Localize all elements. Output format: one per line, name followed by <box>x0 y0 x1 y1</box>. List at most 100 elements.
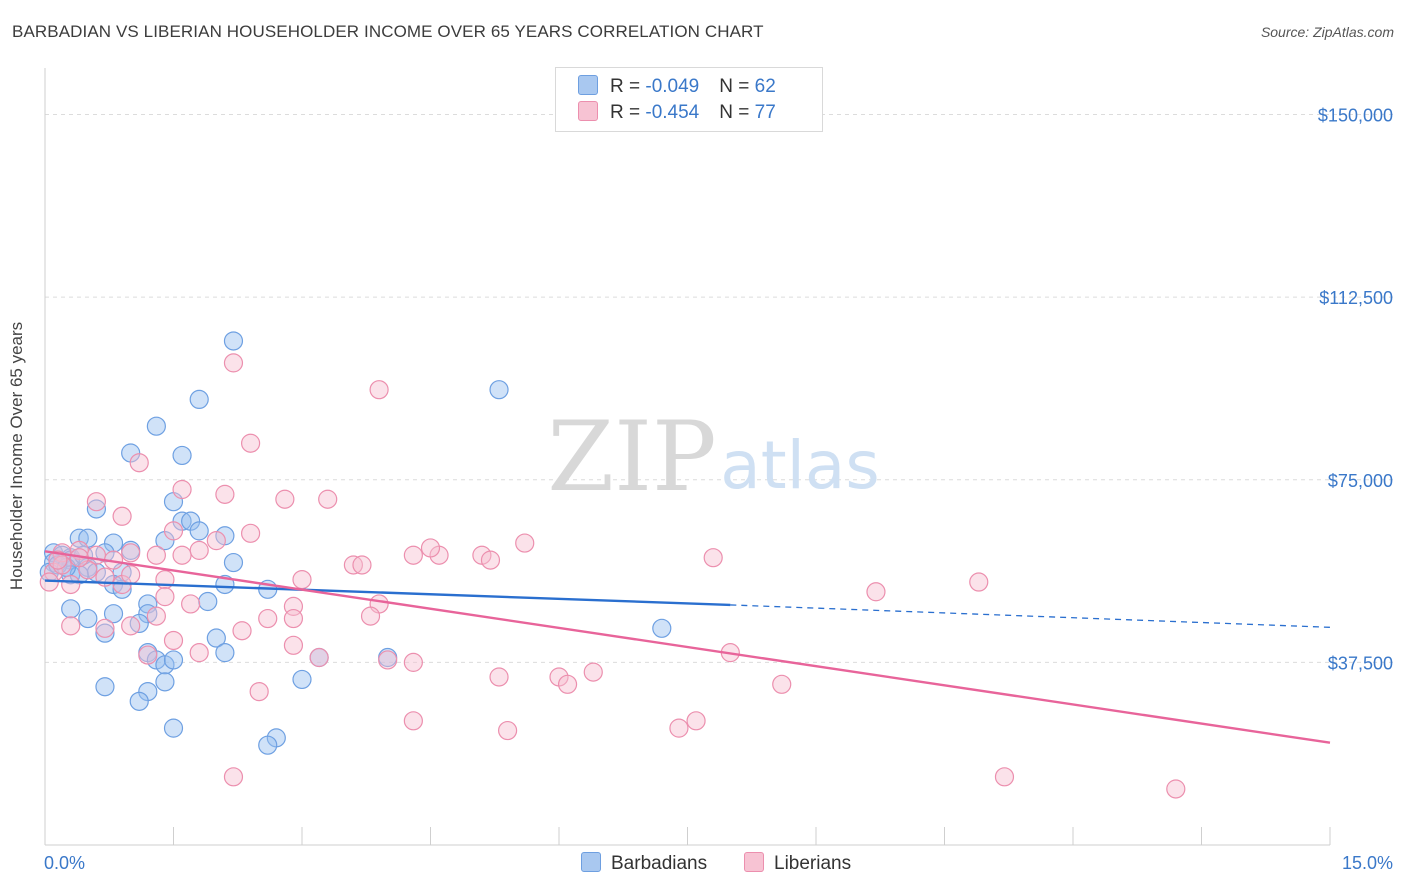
point-liberians <box>378 650 398 670</box>
legend-row-liberians: R = -0.454 N = 77 <box>578 101 776 127</box>
point-liberians <box>146 545 166 565</box>
point-liberians <box>489 667 509 687</box>
point-liberians <box>215 484 235 504</box>
point-barbadians <box>112 579 132 599</box>
point-liberians <box>121 543 141 563</box>
point-liberians <box>146 606 166 626</box>
point-liberians <box>241 433 261 453</box>
point-liberians <box>403 545 423 565</box>
watermark-zip: ZIP <box>547 401 716 513</box>
point-barbadians <box>86 499 107 519</box>
point-liberians <box>172 545 192 565</box>
trend-line-liberians <box>44 550 1331 744</box>
point-barbadians <box>61 599 81 619</box>
point-barbadians <box>652 618 672 638</box>
bottom-legend-barbadians[interactable]: Barbadians <box>581 852 707 875</box>
point-liberians <box>206 531 226 551</box>
point-liberians <box>155 587 175 607</box>
legend-n-value: 62 <box>754 76 776 97</box>
legend-swatch-liberians <box>578 101 598 121</box>
point-liberians <box>275 489 295 509</box>
legend-row-barbadians: R = -0.049 N = 62 <box>578 75 776 101</box>
point-liberians <box>241 523 261 543</box>
point-liberians <box>249 681 269 702</box>
point-liberians <box>283 635 304 655</box>
point-liberians <box>360 606 381 626</box>
point-liberians <box>172 479 192 500</box>
point-liberians <box>138 645 158 665</box>
point-liberians <box>61 616 81 636</box>
point-liberians <box>498 720 518 741</box>
axis-layer <box>44 68 1331 846</box>
point-barbadians <box>103 604 124 624</box>
point-liberians <box>223 767 244 787</box>
bottom-legend-label: Barbadians <box>611 853 708 874</box>
label-layer: $37,500 $75,000 $112,500 $150,000 0.0% 15.0% <box>44 106 1393 873</box>
point-liberians <box>129 453 149 473</box>
point-liberians <box>515 533 535 553</box>
y-tick-label: $75,000 <box>1328 471 1393 491</box>
legend-r-value: -0.049 <box>645 76 700 97</box>
point-barbadians <box>95 677 115 697</box>
watermark-atlas: atlas <box>720 427 880 504</box>
point-liberians <box>86 492 107 512</box>
point-barbadians <box>258 735 278 755</box>
bottom-legend-liberians[interactable]: Liberians <box>744 852 851 875</box>
point-barbadians <box>189 521 209 541</box>
point-liberians <box>292 569 312 590</box>
point-barbadians <box>223 331 244 351</box>
watermark: ZIP atlas <box>547 401 879 513</box>
point-liberians <box>583 662 603 682</box>
point-barbadians <box>206 628 226 648</box>
point-barbadians <box>172 445 192 466</box>
legend-swatch-barbadians <box>578 75 598 95</box>
point-barbadians <box>155 672 175 692</box>
chart-title: BARBADIAN VS LIBERIAN HOUSEHOLDER INCOME… <box>12 22 764 41</box>
point-liberians <box>309 647 329 668</box>
y-tick-label: $37,500 <box>1328 653 1393 673</box>
point-barbadians <box>489 380 509 400</box>
grid-layer <box>45 114 1395 663</box>
y-tick-label: $150,000 <box>1318 106 1393 126</box>
point-liberians <box>258 608 278 629</box>
point-liberians <box>189 540 209 560</box>
legend-n-label: N = <box>719 102 755 123</box>
trend-layer <box>44 550 1331 744</box>
point-liberians <box>95 618 115 638</box>
x-tick-label-left: 0.0% <box>44 853 85 873</box>
point-barbadians <box>198 591 218 612</box>
point-liberians <box>703 548 723 568</box>
point-liberians <box>369 380 389 400</box>
point-liberians <box>283 608 304 629</box>
point-barbadians <box>78 608 98 629</box>
point-barbadians <box>163 650 184 670</box>
legend-r-value: -0.454 <box>645 102 700 123</box>
bottom-legend-swatch-liberians <box>744 852 764 872</box>
point-barbadians <box>129 691 149 711</box>
point-liberians <box>480 550 501 570</box>
y-axis-label: Householder Income Over 65 years <box>7 321 26 591</box>
point-liberians <box>112 506 132 526</box>
stats-legend: R = -0.049 N = 62 R = -0.454 N = 77 <box>555 67 823 132</box>
point-liberians <box>1166 779 1186 799</box>
point-liberians <box>994 767 1015 787</box>
point-liberians <box>181 594 201 614</box>
x-tick-label-right: 15.0% <box>1342 853 1393 873</box>
point-liberians <box>223 353 244 373</box>
bottom-legend-swatch-barbadians <box>581 852 601 872</box>
point-liberians <box>48 550 68 570</box>
point-liberians <box>121 565 141 585</box>
point-barbadians <box>146 416 166 436</box>
legend-r-label: R = <box>610 102 646 123</box>
bottom-legend-label: Liberians <box>774 853 852 874</box>
point-barbadians <box>223 552 244 573</box>
point-barbadians <box>163 718 184 738</box>
point-liberians <box>403 652 423 672</box>
point-barbadians <box>95 623 115 643</box>
source-label: Source: ZipAtlas.com <box>1260 24 1394 40</box>
point-liberians <box>866 582 886 602</box>
point-liberians <box>163 521 184 541</box>
point-liberians <box>189 643 209 663</box>
point-liberians <box>772 674 792 694</box>
